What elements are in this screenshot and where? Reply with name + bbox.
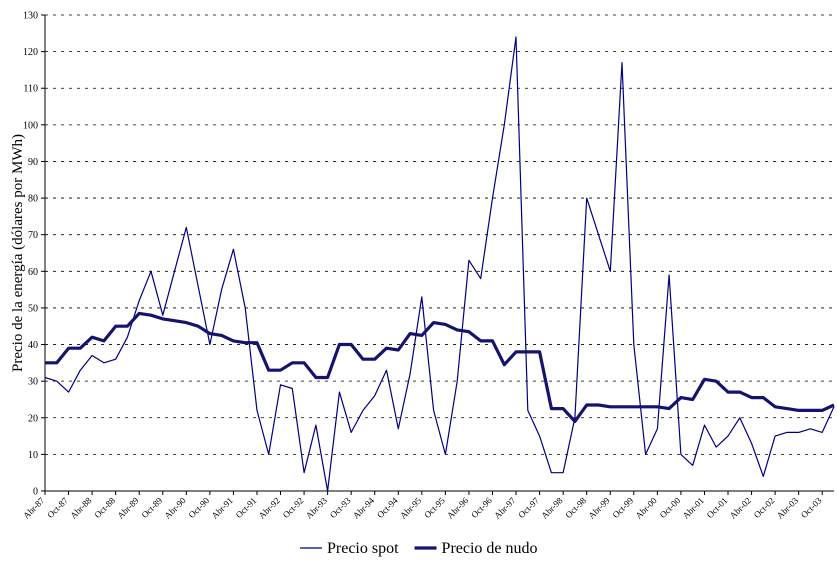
y-tick-label: 60 xyxy=(28,267,38,278)
x-tick-label: Abr-88 xyxy=(68,495,94,521)
series-line xyxy=(44,36,835,492)
x-tick-label: Abr-99 xyxy=(586,495,612,521)
x-tick-label: Abr-98 xyxy=(539,495,565,521)
x-tick-label: Abr-97 xyxy=(492,495,518,521)
y-tick-label: 80 xyxy=(28,194,38,205)
x-tick-label: Oct-96 xyxy=(469,495,494,520)
legend-label: Precio spot xyxy=(327,540,399,557)
x-tick-label: Oct-92 xyxy=(281,495,306,520)
x-tick-label: Oct-94 xyxy=(375,495,400,520)
x-tick-label: Abr-92 xyxy=(257,495,282,520)
y-tick-label: 10 xyxy=(28,450,38,461)
y-tick-label: 30 xyxy=(28,377,38,388)
y-tick-label: 120 xyxy=(23,47,38,58)
x-tick-label: Oct-89 xyxy=(139,495,164,520)
x-tick-label: Abr-89 xyxy=(115,495,141,521)
x-tick-label: Oct-95 xyxy=(422,495,447,520)
y-tick-label: 100 xyxy=(23,120,38,131)
x-tick-label: Abr-87 xyxy=(21,495,47,521)
y-tick-label: 40 xyxy=(28,340,38,351)
x-tick-label: Oct-91 xyxy=(234,495,259,520)
y-tick-label: 90 xyxy=(28,157,38,168)
legend-label: Precio de nudo xyxy=(442,540,538,557)
y-tick-label: 70 xyxy=(28,230,38,241)
x-tick-label: Oct-97 xyxy=(516,495,541,520)
y-tick-label: 50 xyxy=(28,303,38,314)
x-tick-label: Abr-01 xyxy=(681,495,706,520)
x-tick-label: Oct-00 xyxy=(658,495,683,520)
y-tick-label: 130 xyxy=(23,11,38,22)
x-tick-label: Abr-94 xyxy=(351,495,377,521)
x-tick-label: Oct-03 xyxy=(799,495,824,520)
x-tick-label: Oct-87 xyxy=(45,495,70,520)
x-tick-label: Abr-96 xyxy=(445,495,471,521)
y-tick-label: 20 xyxy=(28,413,38,424)
x-tick-label: Abr-90 xyxy=(162,495,188,521)
x-tick-label: Oct-88 xyxy=(92,495,117,520)
series-line xyxy=(45,311,835,423)
y-tick-label: 110 xyxy=(23,84,38,95)
x-tick-label: Oct-01 xyxy=(705,495,730,520)
x-tick-label: Oct-02 xyxy=(752,495,777,520)
x-tick-label: Abr-91 xyxy=(209,495,234,520)
x-tick-label: Abr-93 xyxy=(304,495,330,521)
y-axis-title: Precio de la energía (dólares por MWh) xyxy=(10,134,26,372)
x-tick-label: Oct-90 xyxy=(187,495,212,520)
x-tick-label: Abr-02 xyxy=(728,495,753,520)
x-tick-label: Abr-95 xyxy=(398,495,424,521)
x-tick-label: Abr-00 xyxy=(633,495,659,521)
y-tick-label: 0 xyxy=(33,487,38,498)
x-tick-label: Oct-93 xyxy=(328,495,353,520)
x-tick-label: Oct-99 xyxy=(610,495,635,520)
x-tick-label: Abr-03 xyxy=(775,495,801,521)
x-tick-label: Oct-98 xyxy=(563,495,588,520)
